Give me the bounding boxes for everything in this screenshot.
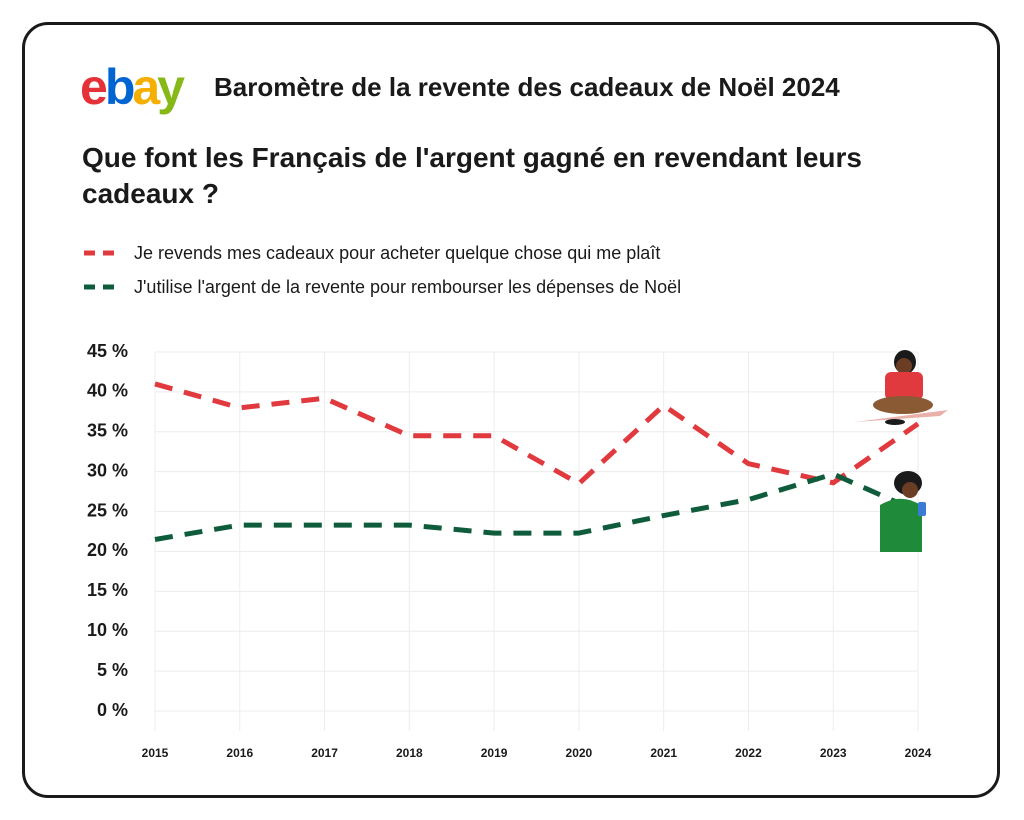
y-tick-label: 20 %: [87, 540, 128, 560]
x-tick-label: 2016: [226, 746, 253, 760]
data-line: [154, 381, 920, 487]
legend-label: Je revends mes cadeaux pour acheter quel…: [134, 242, 661, 263]
x-tick-label: 2019: [481, 746, 508, 760]
legend-entry: Je revends mes cadeaux pour acheter quel…: [82, 236, 681, 270]
data-line: [154, 471, 920, 542]
chart-title: Baromètre de la revente des cadeaux de N…: [214, 72, 840, 102]
y-tick-label: 30 %: [87, 460, 128, 480]
y-tick-label: 10 %: [87, 620, 128, 640]
illustration: [855, 350, 948, 425]
y-tick-label: 35 %: [87, 421, 128, 441]
x-tick-label: 2022: [735, 746, 762, 760]
x-tick-label: 2018: [396, 746, 423, 760]
x-tick-label: 2021: [650, 746, 677, 760]
x-tick-label: 2024: [905, 746, 932, 760]
x-tick-label: 2015: [142, 746, 169, 760]
legend-label: J'utilise l'argent de la revente pour re…: [134, 276, 682, 297]
x-tick-label: 2020: [566, 746, 593, 760]
y-tick-label: 15 %: [87, 580, 128, 600]
legend-entry: J'utilise l'argent de la revente pour re…: [82, 270, 681, 304]
legend-swatch: [84, 284, 120, 290]
logo-letter: a: [132, 59, 160, 115]
y-tick-label: 45 %: [87, 341, 128, 361]
y-tick-label: 40 %: [87, 381, 128, 401]
card: [22, 22, 1000, 798]
x-tick-label: 2023: [820, 746, 847, 760]
y-tick-label: 5 %: [97, 660, 128, 680]
y-tick-label: 0 %: [97, 700, 128, 720]
logo-letter: y: [157, 59, 185, 115]
y-tick-label: 25 %: [87, 500, 128, 520]
logo-letter: e: [80, 59, 108, 115]
x-tick-label: 2017: [311, 746, 338, 760]
logo-letter: b: [104, 59, 135, 115]
legend-swatch: [84, 250, 120, 256]
chart-subtitle: Que font les Français de l'argent gagné …: [82, 142, 862, 209]
legend: Je revends mes cadeaux pour acheter quel…: [82, 236, 681, 304]
logo: ebay: [80, 58, 185, 116]
illustration: [880, 471, 926, 552]
